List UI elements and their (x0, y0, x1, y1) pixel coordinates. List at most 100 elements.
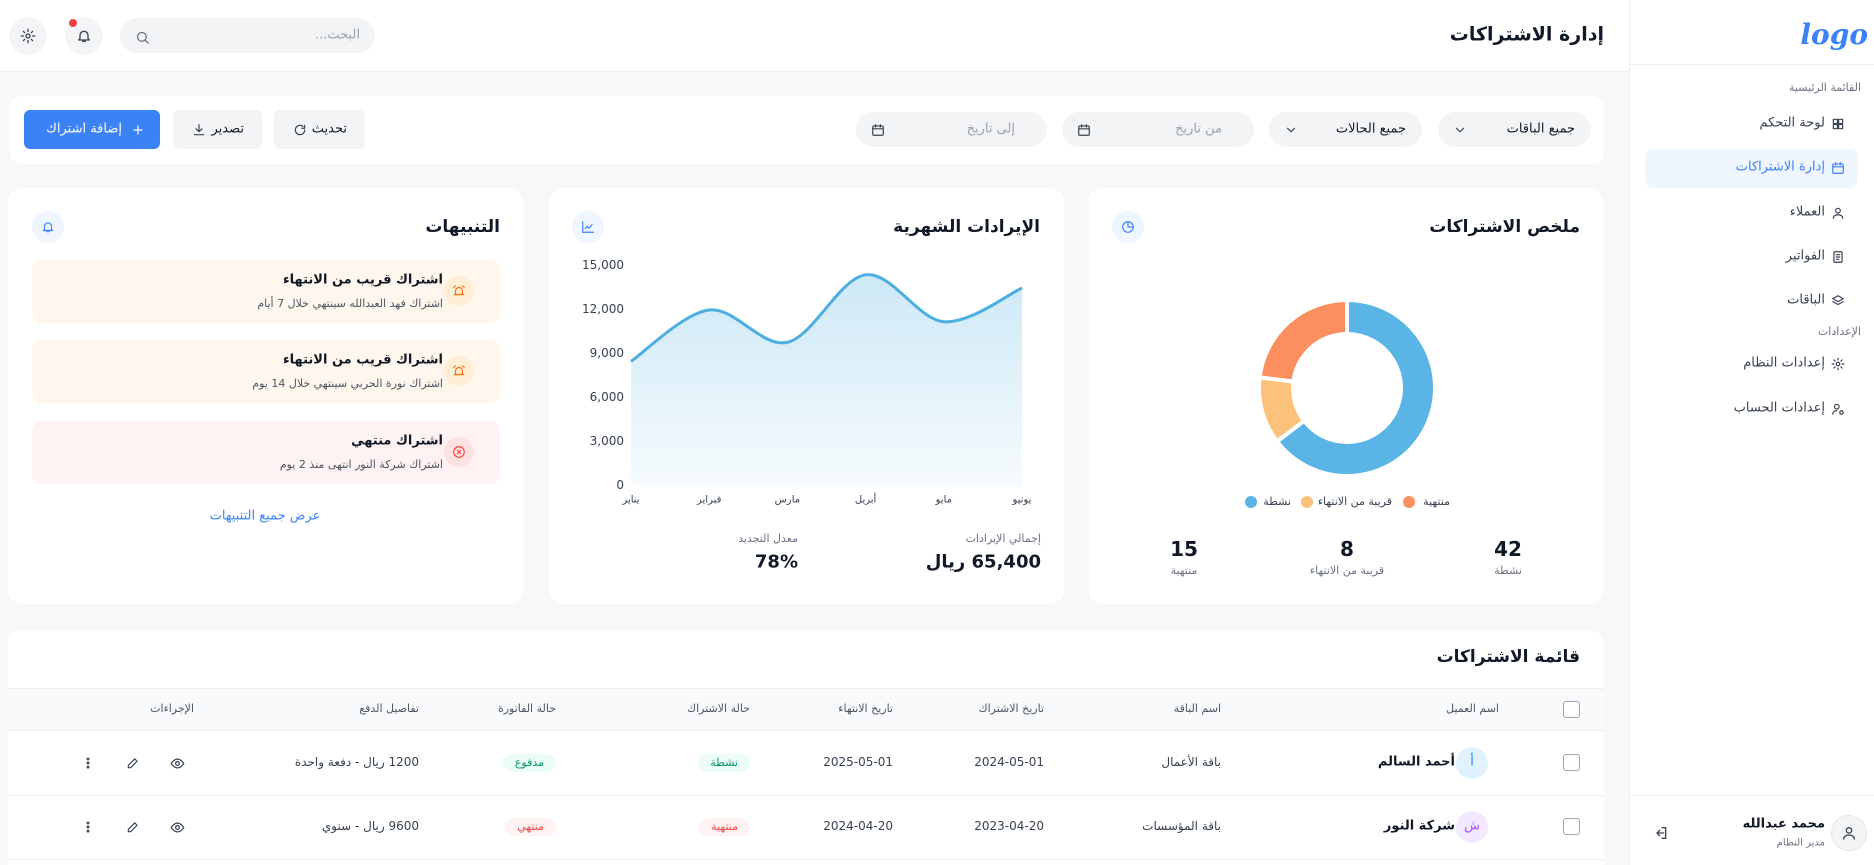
icon-shape (454, 366, 464, 376)
menu-item[interactable]: إدارة الاشتراكات (1735, 159, 1825, 175)
menu-item[interactable]: إعدادات النظام (1743, 355, 1825, 371)
icon-shape (1835, 207, 1841, 214)
alert-text: اشتراك فهد العبدالله سينتهي خلال 7 أيام (257, 296, 443, 310)
menu-item[interactable]: لوحة التحكم (1759, 115, 1825, 131)
client-name: أحمد السالم (1377, 754, 1455, 770)
menu-item[interactable]: الفواتير (1785, 248, 1825, 264)
icon (1078, 124, 1090, 136)
status-badge: منتهية (699, 817, 750, 837)
column-header: حالة الاشتراك (687, 701, 750, 715)
icon (1832, 295, 1844, 306)
stat-value: 15 (1170, 537, 1198, 561)
legend-label: قريبة من الانتهاء (1317, 494, 1392, 508)
column-header: حالة الفاتورة (497, 701, 556, 715)
icon[interactable] (81, 756, 95, 770)
client-name: شركة النور (1383, 818, 1455, 834)
icon[interactable] (81, 820, 95, 834)
button[interactable] (173, 110, 262, 149)
settings-button[interactable] (9, 17, 47, 55)
icon (133, 125, 143, 135)
icon-shape (86, 765, 90, 769)
legend-label: نشطة (1263, 494, 1291, 508)
icon-shape (42, 222, 54, 232)
icon (294, 124, 306, 136)
stat-label: منتهية (1170, 563, 1198, 577)
view-all-link[interactable]: عرض جميع التنبيهات (209, 508, 321, 524)
icon[interactable] (170, 756, 185, 771)
cell: باقة الأعمال (1161, 755, 1221, 770)
checkbox[interactable] (1563, 754, 1580, 771)
icon-shape (1832, 214, 1844, 219)
icon-shape (127, 758, 138, 769)
menu-item[interactable]: الباقات (1787, 292, 1825, 308)
alert-icon-bg (444, 276, 474, 306)
client-avatar (1456, 811, 1488, 843)
icon[interactable] (170, 820, 185, 835)
icon (1832, 403, 1844, 415)
menu-item-active-bg (1645, 149, 1858, 188)
notification-dot (69, 19, 77, 27)
x-tick-label: يناير (622, 494, 640, 506)
date-input[interactable] (1062, 112, 1254, 147)
user-avatar (1831, 815, 1867, 851)
icon-shape (86, 761, 90, 765)
icon-shape (1835, 254, 1841, 260)
alert-title: اشتراك قريب من الانتهاء (282, 272, 443, 288)
icon-shape (1839, 410, 1844, 415)
icon (78, 30, 90, 42)
y-tick-label: 9,000 (589, 346, 624, 361)
icon-shape (25, 33, 31, 39)
column-header: الإجراءات (150, 701, 194, 715)
icon-shape (86, 825, 90, 829)
y-tick-label: 3,000 (589, 434, 624, 449)
search-box[interactable] (120, 18, 375, 53)
icon-shape (582, 221, 594, 233)
menu-item[interactable]: إعدادات الحساب (1733, 400, 1825, 416)
select[interactable] (1438, 112, 1591, 147)
icon[interactable] (126, 756, 140, 770)
x-tick-label: أبريل (854, 494, 877, 506)
row-divider (8, 859, 1604, 860)
icon-shape (133, 125, 143, 135)
alert-title: اشتراك منتهي (351, 433, 443, 449)
date-input[interactable] (856, 112, 1047, 147)
user-role: مدير النظام (1776, 837, 1825, 849)
icon-shape (1661, 827, 1667, 839)
icon-shape (20, 28, 36, 44)
menu-item[interactable]: العملاء (1789, 204, 1825, 220)
icon (1122, 221, 1134, 233)
sidebar-divider (1629, 795, 1874, 796)
select[interactable] (1269, 112, 1422, 147)
button[interactable] (274, 110, 365, 149)
checkbox[interactable] (1563, 701, 1580, 718)
icon-shape (1843, 834, 1855, 840)
icon (453, 365, 465, 376)
table-card (8, 630, 1604, 865)
status-badge: نشطة (698, 753, 750, 773)
alert-text: اشتراك شركة النور انتهى منذ 2 يوم (279, 457, 443, 471)
icon (1832, 162, 1844, 174)
icon (453, 285, 465, 296)
icon[interactable] (126, 820, 140, 834)
legend-swatch (1301, 496, 1313, 508)
y-tick-label: 12,000 (582, 302, 624, 317)
icon-shape (1832, 124, 1838, 130)
icon-shape (78, 30, 90, 41)
icon-shape (1127, 221, 1134, 228)
cell: 1200 ريال - دفعة واحدة (294, 755, 419, 770)
cell: باقة المؤسسات (1142, 819, 1221, 834)
button-label: إضافة اشتراك (46, 121, 122, 137)
icon-shape (1656, 829, 1665, 837)
date-placeholder: من تاريخ (1175, 121, 1222, 137)
menu-section: الإعدادات (1817, 324, 1861, 338)
icon (1832, 207, 1844, 219)
icon-shape (143, 38, 149, 44)
checkbox[interactable] (1563, 818, 1580, 835)
icon[interactable] (1653, 825, 1669, 841)
icon (136, 31, 149, 44)
cell: 2024-05-01 (974, 755, 1044, 770)
stat-label: نشطة (1494, 563, 1522, 577)
legend-swatch (1403, 496, 1415, 508)
icon-shape (872, 125, 884, 136)
icon-shape (1832, 118, 1838, 124)
